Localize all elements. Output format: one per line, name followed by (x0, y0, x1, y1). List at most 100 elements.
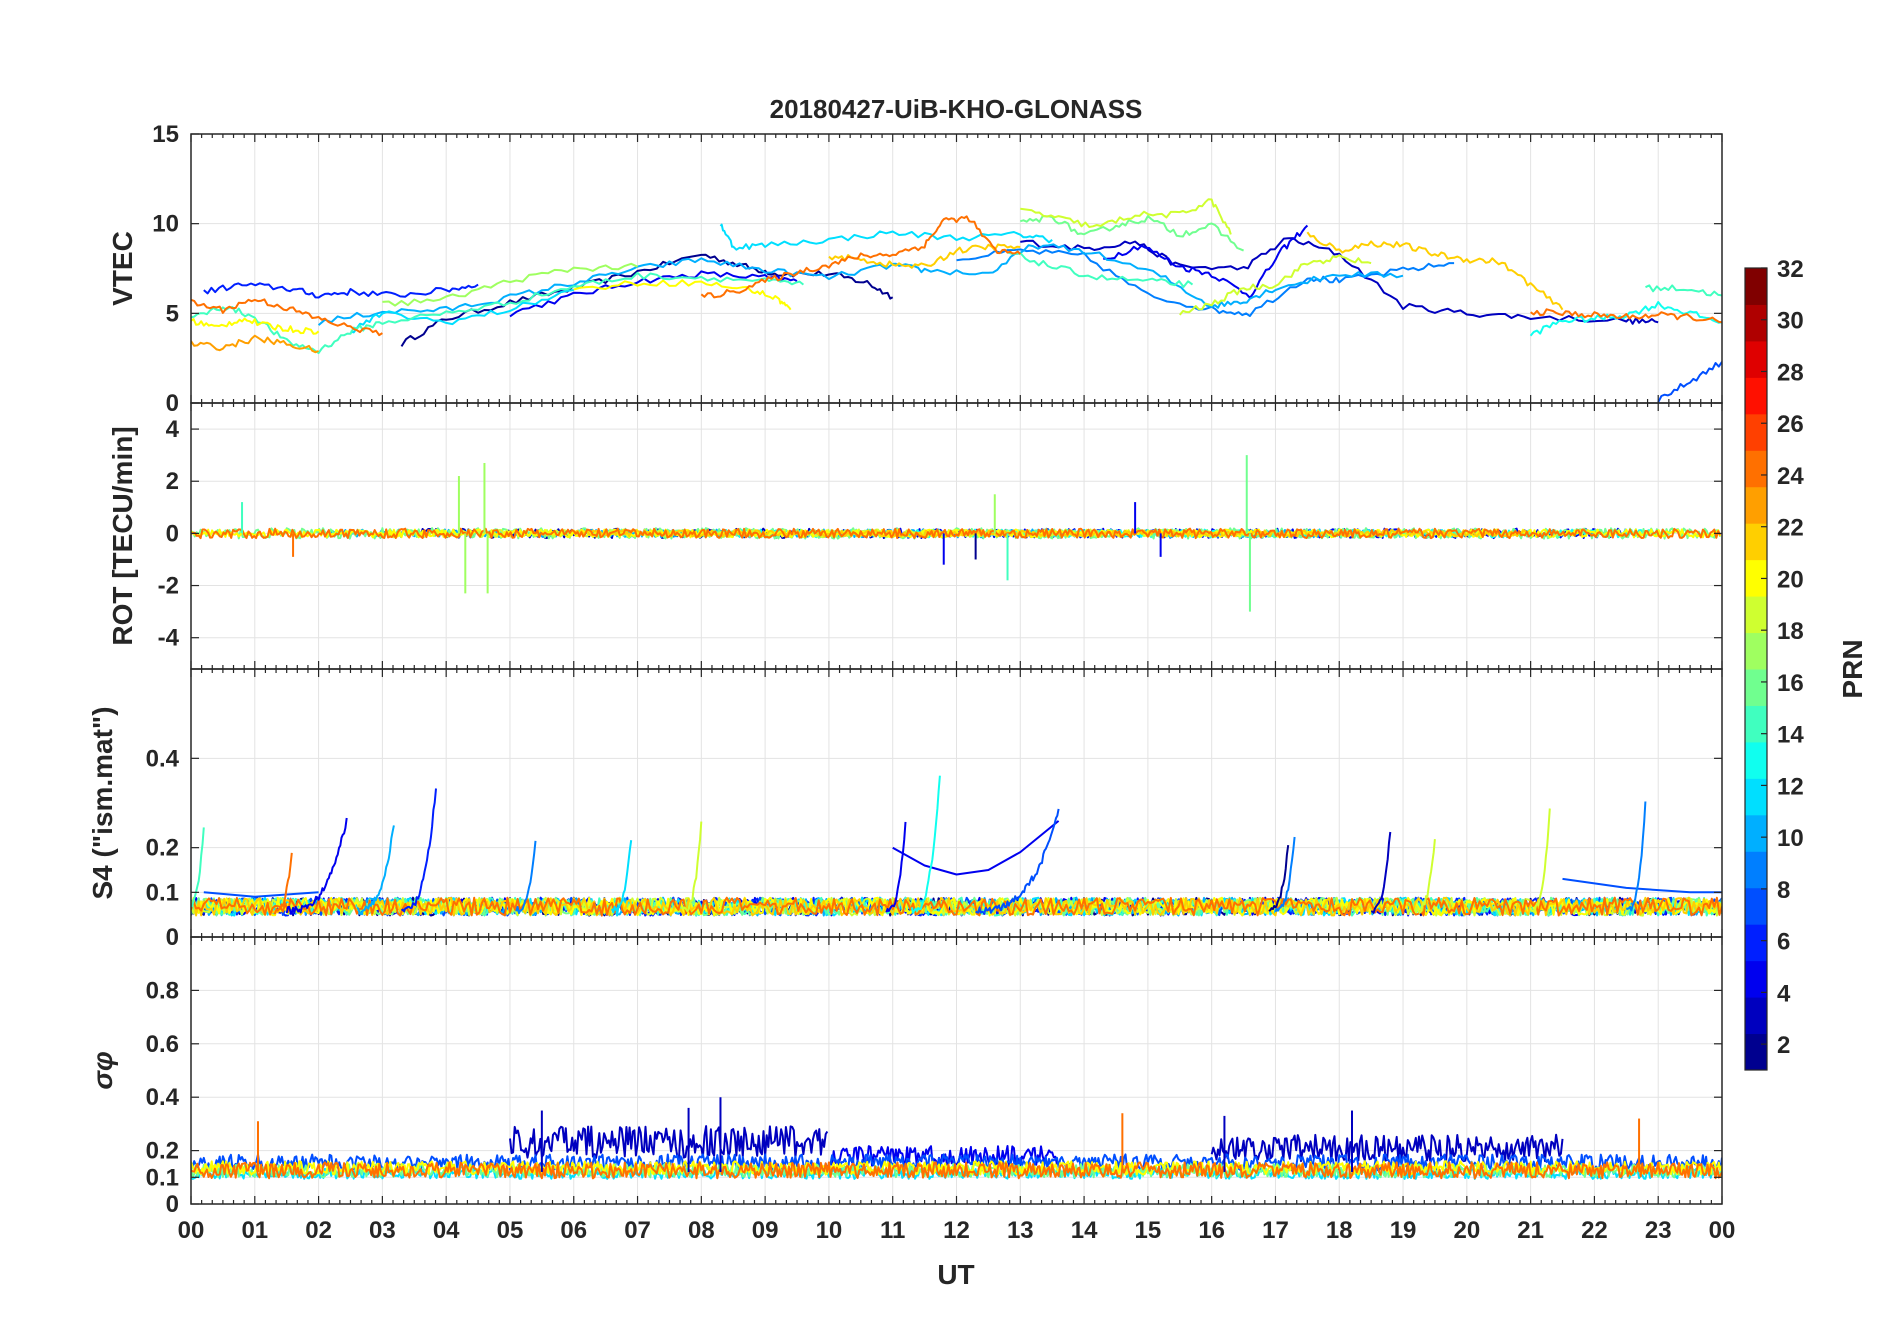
y-axis-label: ROT [TECU/min] (107, 426, 138, 645)
x-tick-label: 22 (1581, 1217, 1608, 1244)
colorbar-swatch (1745, 741, 1767, 779)
s4-peak-prn-13 (910, 775, 941, 914)
y-tick-label: 0.2 (146, 835, 179, 862)
x-tick-label: 07 (624, 1217, 651, 1244)
colorbar-swatch (1745, 559, 1767, 597)
series-line-prn-3 (1020, 237, 1659, 325)
x-tick-label: 17 (1262, 1217, 1289, 1244)
colorbar-swatch (1745, 632, 1767, 670)
colorbar-tick-label: 2 (1777, 1032, 1790, 1059)
series-line-prn-23 (191, 334, 319, 354)
colorbar-swatch (1745, 960, 1767, 998)
s4-peak-prn-18 (1414, 839, 1436, 914)
colorbar-tick-label: 14 (1777, 722, 1804, 749)
s4-peak-prn-4 (285, 817, 348, 915)
colorbar-tick-label: 26 (1777, 411, 1804, 438)
s4-peak-prn-18 (681, 821, 703, 913)
series-line-prn-11 (719, 223, 1053, 251)
series-line-prn-18 (1020, 198, 1232, 235)
x-tick-label: 14 (1071, 1217, 1098, 1244)
y-tick-label: 0.1 (146, 879, 179, 906)
x-tick-label: 21 (1517, 1217, 1544, 1244)
panel-rot: -4 -2 0 2 4 ROT [TECU/min] (107, 402, 1723, 670)
s4-peak-prn-19 (1529, 808, 1551, 914)
x-tick-label: 15 (1135, 1217, 1162, 1244)
x-tick-label: 20 (1453, 1217, 1480, 1244)
colorbar-tick-label: 18 (1777, 618, 1804, 645)
colorbar-swatch (1745, 778, 1767, 816)
colorbar-tick-label: 16 (1777, 670, 1804, 697)
s4-arc-prn-5 (892, 820, 1060, 876)
x-tick-label: 09 (752, 1217, 779, 1244)
series-line-prn-20 (191, 317, 320, 335)
y-tick-label: 0.8 (146, 977, 179, 1004)
series-line-prn-16 (1020, 215, 1245, 252)
x-tick-label: 18 (1326, 1217, 1353, 1244)
traces-s4 (191, 775, 1722, 917)
colorbar-label: PRN (1837, 639, 1868, 698)
s4-trace-prn-24 (191, 896, 1722, 917)
colorbar-tick-label: 28 (1777, 359, 1804, 386)
y-axis-label: S4 ("ism.mat") (87, 706, 118, 899)
colorbar-tick-label: 4 (1777, 980, 1791, 1007)
series-line-prn-24 (1530, 308, 1722, 324)
x-tick-label: 00 (1709, 1217, 1736, 1244)
colorbar-swatch (1745, 450, 1767, 488)
colorbar-swatch (1745, 887, 1767, 925)
x-tick-label: 11 (880, 1217, 905, 1244)
x-tick-label: 06 (560, 1217, 587, 1244)
x-axis-label: UT (937, 1259, 974, 1290)
colorbar-tick-label: 20 (1777, 566, 1804, 593)
s4-peak-prn-10 (356, 825, 395, 914)
y-tick-label: 15 (152, 121, 179, 148)
x-tick-label: 19 (1390, 1217, 1417, 1244)
colorbar-swatch (1745, 997, 1767, 1035)
y-tick-label: 0.6 (146, 1031, 179, 1058)
colorbar-tick-label: 12 (1777, 773, 1804, 800)
series-line-prn-14 (1645, 284, 1722, 297)
colorbar-tick-label: 8 (1777, 877, 1790, 904)
colorbar-swatch (1745, 268, 1767, 305)
x-tick-label: 16 (1198, 1217, 1225, 1244)
colorbar-swatch (1745, 523, 1767, 561)
y-tick-label: 2 (166, 468, 179, 495)
colorbar-swatch (1745, 851, 1767, 889)
series-line-prn-24 (191, 298, 383, 337)
s4-peak-prn-24 (273, 852, 293, 915)
y-axis-label: σφ (87, 1051, 118, 1089)
colorbar-frame (1744, 267, 1768, 1071)
series-line-prn-12 (350, 289, 574, 334)
x-tick-label: 02 (305, 1217, 332, 1244)
colorbar-tick-label: 22 (1777, 515, 1804, 542)
s4-peak-prn-9 (515, 840, 537, 915)
x-tick-label: 12 (943, 1217, 970, 1244)
series-line-prn-24 (700, 215, 1022, 299)
traces-sigma_phi (191, 1097, 1722, 1180)
colorbar-swatch (1745, 1033, 1767, 1071)
y-tick-label: 0 (166, 924, 179, 951)
chart-title: 20180427-UiB-KHO-GLONASS (770, 94, 1143, 124)
y-tick-label: 0.4 (146, 745, 180, 772)
y-tick-label: 5 (166, 300, 179, 327)
y-tick-label: 0 (166, 390, 179, 417)
s4-peak-prn-9 (1625, 801, 1647, 912)
s4-arc-prn-7 (203, 891, 319, 898)
x-tick-label: 00 (178, 1217, 205, 1244)
s4-peak-prn-14 (191, 827, 205, 908)
s4-peak-prn-2 (1268, 844, 1290, 912)
y-tick-label: -2 (158, 573, 179, 600)
x-tick-label: 01 (241, 1217, 268, 1244)
s4-peak-prn-9 (1274, 836, 1296, 913)
x-tick-label: 03 (369, 1217, 396, 1244)
series-line-prn-21 (1306, 231, 1564, 311)
s4-peak-prn-5 (885, 821, 907, 913)
panel-s4: 0 0.1 0.2 0.4 S4 ("ism.mat") (87, 668, 1723, 951)
colorbar-swatch (1745, 340, 1767, 378)
series-line-prn-19 (1179, 254, 1372, 316)
colorbar-swatch (1745, 377, 1767, 415)
sigma-trace-prn-24 (191, 1161, 1722, 1180)
